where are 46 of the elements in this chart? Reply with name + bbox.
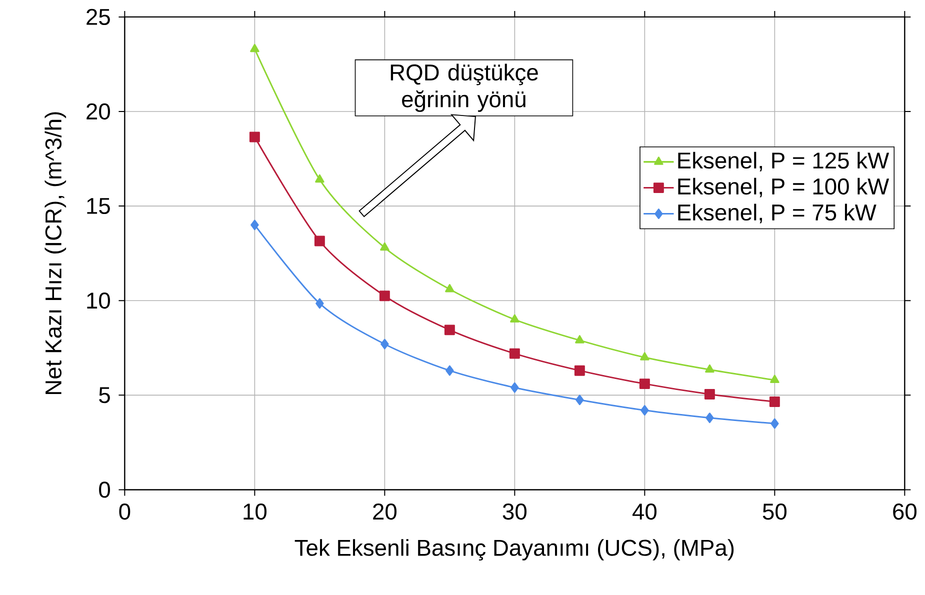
legend-label: Eksenel, P = 100 kW — [678, 178, 890, 198]
point — [379, 290, 390, 301]
point — [575, 334, 584, 344]
y-tick-label: 10 — [87, 292, 110, 308]
point — [510, 382, 519, 393]
point — [509, 348, 520, 359]
x-tick-label: 10 — [244, 503, 267, 520]
y-tick-label: 20 — [86, 103, 110, 120]
point — [315, 174, 324, 182]
point — [250, 44, 260, 52]
point — [639, 378, 650, 389]
point — [640, 404, 649, 416]
point — [704, 388, 715, 400]
point — [640, 352, 650, 360]
point — [576, 394, 584, 405]
point — [770, 418, 779, 429]
x-tick-label: 50 — [762, 503, 786, 520]
point — [380, 338, 389, 350]
point — [510, 314, 520, 322]
point — [706, 412, 714, 423]
x-axis-title: Tek Eksenli Basınç Dayanımı (UCS), (MPa) — [294, 538, 734, 560]
point — [316, 298, 324, 308]
point — [314, 236, 325, 246]
x-tick-label: 0 — [119, 503, 130, 520]
x-tick-label: 40 — [632, 503, 656, 520]
y-tick-label: 0 — [99, 481, 110, 498]
legend-label: Eksenel, P = 75 kW — [678, 204, 876, 224]
y-tick-label: 15 — [87, 198, 110, 214]
point — [249, 132, 260, 142]
y-axis-title: Net Kazı Hızı (ICR), (m^3/h) — [44, 112, 66, 394]
x-tick-label: 30 — [502, 503, 527, 520]
point — [380, 242, 390, 250]
point — [445, 284, 454, 292]
annotation: RQD düştükçe eğrinin yönü — [390, 64, 538, 112]
legend-label: Eksenel, P = 125 kW — [678, 152, 890, 172]
point — [574, 365, 585, 376]
point — [444, 324, 455, 335]
point — [705, 364, 714, 372]
point — [770, 374, 780, 383]
point — [250, 220, 259, 230]
x-tick-label: 60 — [893, 503, 916, 520]
point — [446, 365, 454, 376]
y-tick-label: 25 — [86, 8, 110, 25]
y-tick-label: 5 — [99, 386, 110, 403]
point — [769, 396, 780, 407]
x-tick-label: 20 — [373, 503, 397, 520]
